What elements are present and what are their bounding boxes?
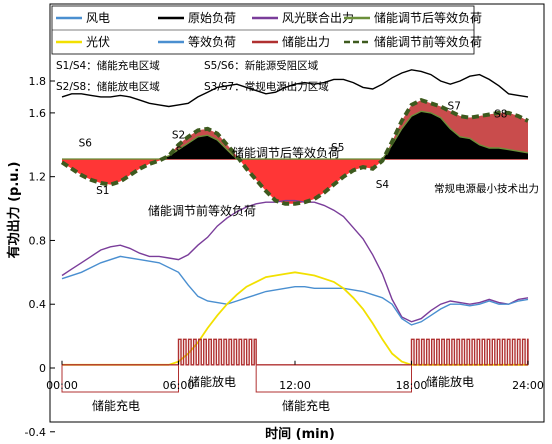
y-axis-ticks: -0.4 0 0.4 0.8 1.2 1.6 1.8 [25,75,55,439]
min-output-label: 常规电源最小技术出力 [434,182,539,195]
conventional-output-fill [62,111,528,160]
y-tick-label: 0 [39,362,46,375]
storage-output-line [410,338,529,366]
point-label: S4 [376,179,390,191]
discharge-fill [62,100,528,160]
point-label: S8 [494,109,507,121]
series-line [62,271,528,366]
series-lines [60,69,529,366]
point-label: S2 [172,129,185,141]
x-tick-label: 06:00 [163,379,195,392]
storage-effect-fill [62,100,528,204]
legend-label: 光伏 [86,35,110,49]
x-tick-label: 00:00 [46,379,78,392]
y-tick-label: -0.4 [25,426,46,439]
x-axis-ticks: 00:00 06:00 12:00 18:00 24:00 [46,360,544,392]
x-tick-label: 12:00 [279,379,311,392]
region-note-s1s4: S1/S4：储能充电区域 [56,59,160,72]
charge-label-1: 储能充电 [92,398,140,413]
point-label: S3 [176,145,189,157]
point-label: S7 [448,101,461,113]
series-line [60,97,529,206]
storage-output-steps [62,338,529,366]
x-tick-label: 24:00 [512,379,544,392]
discharge-label-1: 储能放电 [188,374,236,389]
charge-bracket [61,364,179,393]
y-axis-title: 有功出力 (p.u.) [6,162,22,259]
series-line [61,255,529,326]
curve-label-after: 储能调节后等效负荷 [232,145,340,160]
region-note-s5s6: S5/S6：新能源受阻区域 [204,59,319,72]
point-labels: S1 S2 S3 S4 S5 S6 S7 S8 [79,101,508,198]
plot-frame [49,3,545,423]
area-fills [62,100,528,204]
point-label: S1 [96,185,109,197]
x-tick-label: 18:00 [396,379,428,392]
series-line [61,199,529,323]
legend-label: 风光联合出力 [282,10,354,25]
charge-label-2: 储能充电 [282,398,330,413]
y-tick-label: 0.8 [29,234,47,247]
legend-label: 储能出力 [282,34,330,49]
point-label: S5 [331,142,344,154]
y-tick-label: 1.8 [29,75,47,88]
region-note-s3s7: S3/S7：常规电源出力区域 [204,80,329,93]
point-label: S6 [79,137,93,149]
curve-label-before: 储能调节前等效负荷 [148,203,256,218]
discharge-label-2: 储能放电 [426,374,474,389]
y-tick-label: 1.2 [29,171,47,184]
series-line [62,110,529,160]
y-tick-label: 1.6 [29,107,47,120]
charge-brackets [61,364,412,393]
storage-output-line [177,338,257,366]
legend-label: 等效负荷 [188,34,236,49]
legend-label: 储能调节后等效负荷 [374,10,482,25]
legend-label: 储能调节前等效负荷 [374,34,482,49]
region-note-s2s8: S2/S8：储能放电区域 [56,80,160,93]
legend-label: 原始负荷 [188,11,236,25]
y-tick-label: 0.4 [29,298,47,311]
legend-label: 风电 [86,11,110,25]
x-axis-title: 时间 (min) [265,426,335,442]
charge-bracket [255,364,412,393]
series-line [61,69,529,108]
